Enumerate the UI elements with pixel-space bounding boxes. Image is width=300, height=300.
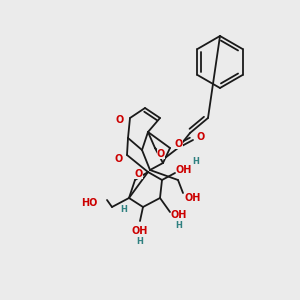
Text: H: H: [121, 206, 128, 214]
Text: H: H: [176, 221, 182, 230]
Text: OH: OH: [176, 165, 192, 175]
Text: OH: OH: [185, 193, 201, 203]
Text: O: O: [157, 149, 165, 159]
Text: OH: OH: [132, 226, 148, 236]
Text: O: O: [135, 169, 143, 179]
Text: O: O: [115, 154, 123, 164]
Text: O: O: [116, 115, 124, 125]
Text: H: H: [136, 238, 143, 247]
Text: H: H: [193, 157, 200, 166]
Text: O: O: [175, 139, 183, 149]
Text: O: O: [197, 132, 205, 142]
Text: OH: OH: [171, 210, 187, 220]
Text: HO: HO: [81, 198, 97, 208]
